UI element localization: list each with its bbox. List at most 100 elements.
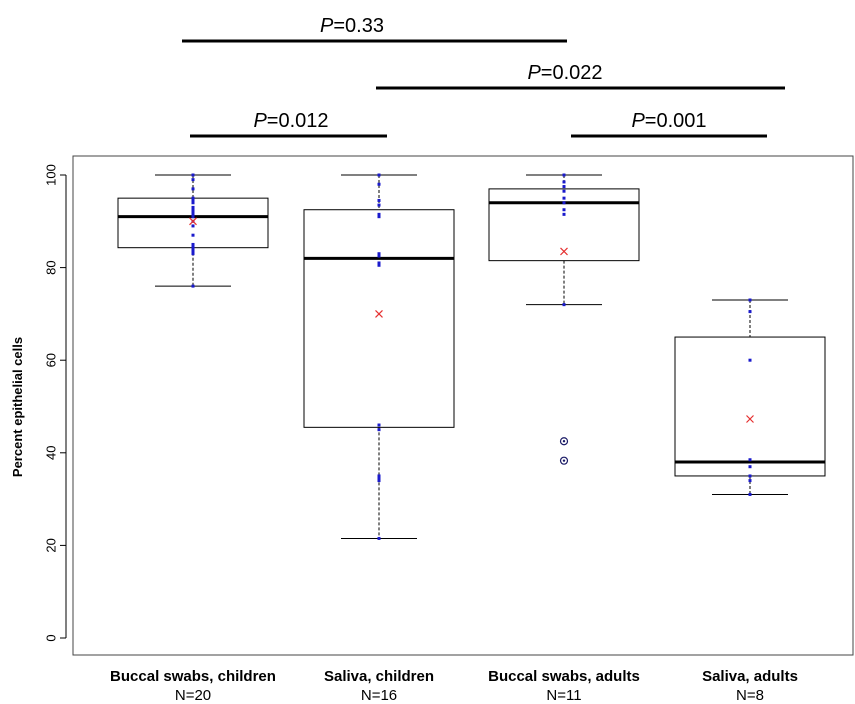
y-tick-label: 80 — [43, 260, 58, 274]
box-group — [674, 298, 826, 496]
data-point — [748, 358, 752, 362]
mean-marker — [560, 247, 568, 256]
data-point — [562, 196, 566, 200]
iqr-box — [488, 188, 640, 262]
outlier-point — [559, 437, 569, 446]
data-point — [377, 203, 381, 207]
data-point — [748, 465, 752, 469]
data-point — [562, 185, 566, 189]
data-point — [377, 536, 381, 540]
data-point — [191, 208, 195, 212]
data-point — [377, 474, 381, 478]
data-point — [377, 263, 381, 267]
data-point — [191, 247, 195, 251]
data-point — [748, 310, 752, 314]
p-value: =0.012 — [267, 110, 329, 132]
data-point — [748, 474, 752, 478]
outlier-point-center — [562, 440, 566, 443]
comparison-bracket: P=0.33 — [182, 15, 567, 43]
data-point — [377, 254, 381, 258]
data-point — [191, 245, 195, 249]
data-point — [191, 205, 195, 209]
mean-marker — [189, 217, 197, 226]
outlier-point-center — [562, 459, 566, 462]
p-symbol: P — [320, 15, 334, 37]
data-point — [191, 215, 195, 219]
category-label: Buccal swabs, adults — [488, 668, 640, 685]
outlier-point — [559, 456, 569, 465]
data-point — [191, 284, 195, 288]
data-point — [191, 233, 195, 237]
box-group — [488, 173, 640, 465]
data-point — [748, 492, 752, 496]
data-point — [377, 198, 381, 202]
p-value-label: P=0.012 — [253, 110, 328, 132]
data-point — [562, 173, 566, 177]
iqr-box — [303, 209, 455, 428]
y-axis: 0 20 40 60 80 100 — [43, 164, 67, 642]
data-point — [191, 196, 195, 200]
category-label: Saliva, adults — [702, 668, 798, 685]
p-value-label: P=0.022 — [527, 62, 602, 84]
data-point — [377, 215, 381, 219]
data-point — [562, 180, 566, 184]
data-point — [562, 189, 566, 193]
data-point — [748, 458, 752, 462]
sample-size-label: N=16 — [361, 687, 397, 704]
data-point — [377, 173, 381, 177]
y-tick-label: 100 — [43, 164, 58, 186]
box-group — [303, 173, 455, 540]
plot-area-frame — [72, 155, 854, 656]
data-point — [377, 261, 381, 265]
p-value-label: P=0.33 — [320, 15, 384, 37]
data-point — [191, 173, 195, 177]
comparison-bracket: P=0.012 — [190, 110, 387, 138]
p-value: =0.001 — [645, 110, 707, 132]
p-value: =0.022 — [541, 62, 603, 84]
category-label: Buccal swabs, children — [110, 668, 276, 685]
p-symbol: P — [253, 110, 267, 132]
data-point — [377, 252, 381, 256]
sample-size-label: N=20 — [175, 687, 211, 704]
iqr-box — [117, 197, 269, 249]
data-point — [377, 182, 381, 186]
x-axis-labels: Buccal swabs, children N=20 Saliva, childr… — [110, 668, 798, 704]
data-point — [748, 298, 752, 302]
p-symbol: P — [527, 62, 541, 84]
data-point — [191, 212, 195, 216]
data-point — [191, 252, 195, 256]
iqr-box — [674, 336, 826, 477]
data-point — [191, 224, 195, 228]
boxes — [117, 173, 826, 540]
mean-marker — [746, 415, 754, 423]
data-point — [377, 479, 381, 483]
mean-marker — [375, 309, 383, 318]
y-tick-label: 20 — [43, 538, 58, 552]
p-symbol: P — [631, 110, 645, 132]
y-tick-label: 0 — [43, 634, 58, 641]
y-axis-title: Percent epithelial cells — [10, 337, 25, 477]
data-point — [191, 198, 195, 202]
data-point — [562, 212, 566, 216]
data-point — [191, 178, 195, 182]
data-point — [377, 212, 381, 216]
data-point — [377, 476, 381, 480]
data-point — [191, 187, 195, 191]
data-point — [562, 208, 566, 212]
data-point — [191, 201, 195, 205]
data-point — [562, 201, 566, 205]
data-point — [191, 242, 195, 246]
sample-size-label: N=8 — [736, 687, 764, 704]
comparison-bracket: P=0.001 — [571, 110, 767, 138]
category-label: Saliva, children — [324, 668, 434, 685]
y-tick-label: 40 — [43, 446, 58, 460]
data-point — [191, 249, 195, 253]
box-group — [117, 173, 269, 288]
data-point — [748, 479, 752, 483]
p-value: =0.33 — [333, 15, 384, 37]
data-point — [562, 303, 566, 307]
data-point — [377, 428, 381, 432]
comparison-bracket: P=0.022 — [376, 62, 785, 90]
